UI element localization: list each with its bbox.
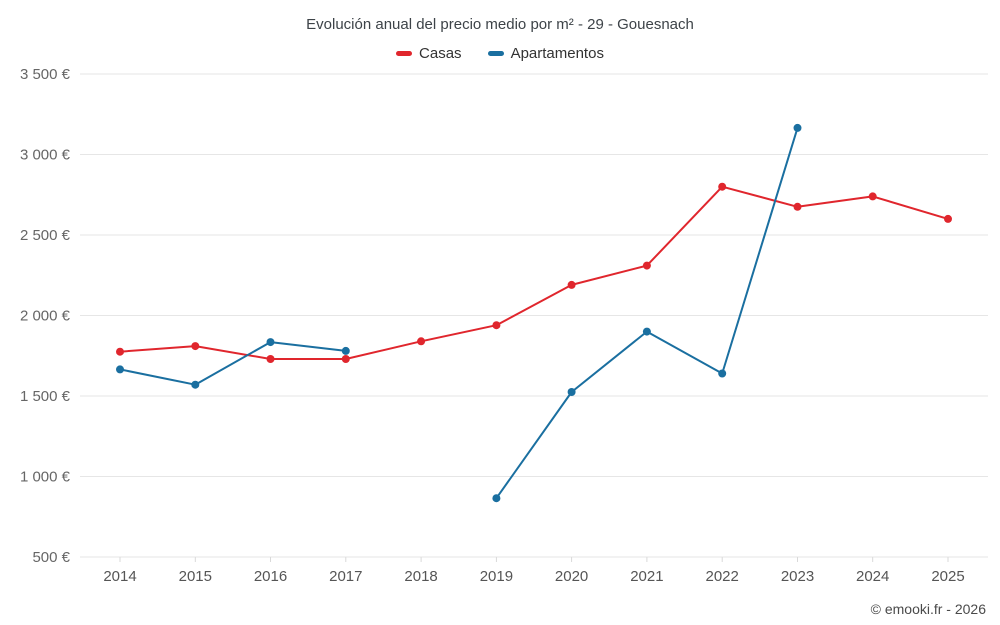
data-point-apartamentos[interactable]	[341, 346, 350, 355]
x-axis-label: 2014	[103, 568, 136, 585]
legend-marker-icon	[396, 51, 413, 56]
data-point-casas[interactable]	[341, 355, 350, 363]
legend-label: Apartamentos	[510, 45, 604, 62]
y-axis-label: 1 500 €	[20, 388, 71, 405]
data-point-casas[interactable]	[191, 342, 200, 351]
x-axis-label: 2023	[781, 568, 814, 585]
x-axis-label: 2020	[555, 568, 588, 585]
x-axis-label: 2024	[856, 568, 889, 585]
x-axis-label: 2021	[630, 568, 663, 585]
y-axis-label: 3 500 €	[20, 66, 71, 83]
x-axis-label: 2025	[931, 568, 964, 585]
data-point-casas[interactable]	[868, 192, 877, 201]
data-point-casas[interactable]	[944, 214, 952, 223]
x-axis-label: 2016	[254, 568, 287, 585]
y-axis-label: 500 €	[32, 549, 70, 566]
data-point-apartamentos[interactable]	[191, 380, 200, 389]
data-point-casas[interactable]	[567, 280, 576, 289]
data-point-apartamentos[interactable]	[116, 365, 124, 374]
x-axis-label: 2019	[480, 568, 513, 585]
chart-title: Evolución anual del precio medio por m² …	[306, 16, 694, 33]
legend-item-casas[interactable]: Casas	[396, 45, 462, 62]
y-axis-label: 2 000 €	[20, 308, 71, 325]
data-point-apartamentos[interactable]	[642, 327, 651, 336]
y-axis-label: 2 500 €	[20, 227, 71, 244]
x-axis-label: 2017	[329, 568, 362, 585]
data-point-casas[interactable]	[417, 337, 426, 346]
data-point-apartamentos[interactable]	[492, 494, 501, 503]
data-point-apartamentos[interactable]	[793, 123, 802, 132]
data-point-casas[interactable]	[492, 321, 501, 330]
data-point-casas[interactable]	[793, 202, 802, 211]
data-point-casas[interactable]	[266, 355, 275, 363]
x-axis-label: 2018	[404, 568, 437, 585]
data-point-casas[interactable]	[116, 347, 124, 356]
data-point-casas[interactable]	[642, 261, 651, 270]
legend: Casas Apartamentos	[0, 45, 1000, 62]
legend-marker-icon	[487, 51, 504, 56]
data-point-apartamentos[interactable]	[567, 388, 576, 396]
series-line-casas	[119, 185, 949, 360]
series-line-apartamentos	[119, 126, 799, 500]
legend-item-apartamentos[interactable]: Apartamentos	[487, 45, 604, 62]
x-axis-label: 2022	[706, 568, 739, 585]
data-point-apartamentos[interactable]	[718, 369, 727, 378]
y-axis-label: 1 000 €	[20, 469, 71, 486]
y-axis-label: 3 000 €	[20, 147, 71, 164]
data-point-apartamentos[interactable]	[266, 338, 275, 347]
copyright-credit[interactable]: © emooki.fr - 2026	[870, 601, 986, 617]
x-axis-label: 2015	[179, 568, 212, 585]
data-point-casas[interactable]	[718, 182, 727, 191]
legend-label: Casas	[419, 45, 462, 62]
